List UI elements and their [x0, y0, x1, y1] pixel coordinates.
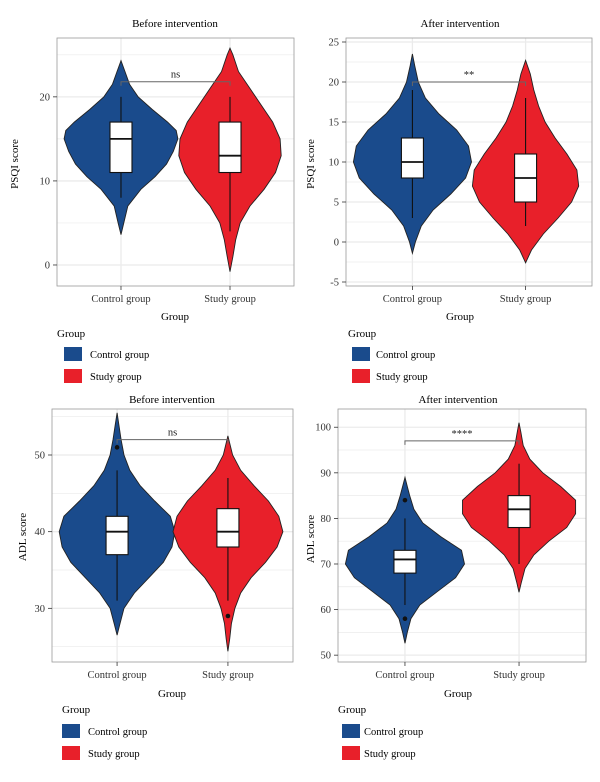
legend-label-study: Study group — [364, 749, 416, 760]
plot-area: **** 50 60 70 80 90 100 Control group Study grou… — [315, 408, 587, 681]
chart-title: After intervention — [420, 18, 500, 30]
chart-panel-adl-after: After intervention ADL score Group Group… — [305, 394, 587, 760]
plot-area: ns 30 40 50 Control group Study group — [35, 408, 294, 681]
panel-border — [337, 408, 587, 663]
legend-label-control: Control group — [364, 727, 423, 738]
legend-label-study: Study group — [90, 372, 142, 383]
y-tick-label: 70 — [321, 559, 332, 570]
x-tick-label: Control group — [375, 670, 434, 681]
panel-border — [51, 408, 294, 663]
chart-panel-adl-before: Before intervention ADL score Group Grou… — [17, 394, 294, 760]
y-axis-label: PSQI score — [305, 139, 317, 189]
y-tick-label: 20 — [40, 92, 51, 103]
y-tick-label: 60 — [321, 605, 332, 616]
y-tick-label: 50 — [321, 651, 332, 662]
legend-title: Group — [348, 328, 377, 340]
chart-title: After intervention — [418, 394, 498, 406]
significance-label: **** — [452, 429, 473, 440]
x-tick-label: Study group — [500, 294, 552, 305]
box-iqr — [105, 515, 129, 556]
legend-swatch-study — [64, 369, 82, 383]
legend-swatch-control — [64, 347, 82, 361]
y-axis-label: ADL score — [305, 515, 317, 563]
y-axis-label: PSQI score — [9, 139, 21, 189]
outlier-point — [402, 616, 408, 621]
legend-title: Group — [338, 704, 367, 716]
significance-bracket — [116, 439, 229, 444]
y-tick-label: 10 — [40, 176, 51, 187]
x-axis-label: Group — [446, 311, 475, 323]
box-iqr — [400, 137, 424, 179]
x-tick-label: Control group — [87, 670, 146, 681]
legend-swatch-control — [62, 724, 80, 738]
chart-panel-psqi-after: After intervention PSQI score Group Grou… — [305, 18, 593, 383]
y-tick-label: 15 — [329, 118, 340, 129]
legend-title: Group — [62, 704, 91, 716]
panel-border — [56, 37, 295, 287]
chart-title: Before intervention — [129, 394, 215, 406]
y-tick-label: 50 — [35, 451, 46, 462]
box-iqr — [109, 121, 133, 174]
box-iqr — [216, 508, 240, 548]
y-tick-label: 25 — [329, 38, 340, 49]
significance-bracket — [404, 440, 520, 445]
legend-label-control: Control group — [90, 350, 149, 361]
x-tick-label: Control group — [383, 294, 442, 305]
x-axis-label: Group — [161, 311, 190, 323]
y-tick-label: 90 — [321, 468, 332, 479]
chart-title: Before intervention — [132, 18, 218, 30]
plot-area: ns 0 10 20 Control group Study group — [40, 37, 295, 305]
significance-label: ** — [464, 70, 475, 81]
x-tick-label: Study group — [202, 670, 254, 681]
x-tick-label: Control group — [91, 294, 150, 305]
significance-bracket — [411, 81, 527, 86]
significance-bracket — [120, 81, 231, 86]
x-axis-label: Group — [444, 688, 473, 700]
box-iqr — [218, 121, 242, 174]
legend-label-control: Control group — [88, 727, 147, 738]
box-iqr — [393, 549, 417, 574]
x-tick-label: Study group — [204, 294, 256, 305]
box-iqr — [507, 495, 531, 529]
y-tick-label: 0 — [334, 238, 339, 249]
y-tick-label: 30 — [35, 604, 46, 615]
chart-panel-psqi-before: Before intervention PSQI score Group Gro… — [9, 18, 295, 383]
legend-swatch-control — [342, 724, 360, 738]
y-tick-label: 10 — [329, 158, 340, 169]
significance-label: ns — [171, 70, 180, 81]
legend-label-study: Study group — [88, 749, 140, 760]
legend-swatch-control — [352, 347, 370, 361]
legend-title: Group — [57, 328, 86, 340]
y-tick-label: 20 — [329, 78, 340, 89]
y-axis-label: ADL score — [17, 513, 29, 561]
outlier-point — [402, 497, 408, 503]
y-tick-label: 80 — [321, 514, 332, 525]
y-tick-label: 40 — [35, 527, 46, 538]
legend-swatch-study — [342, 746, 360, 760]
outlier-point — [225, 613, 231, 619]
x-axis-label: Group — [158, 688, 187, 700]
outlier-point — [114, 445, 120, 450]
legend-label-study: Study group — [376, 372, 428, 383]
y-tick-label: -5 — [330, 278, 339, 289]
x-tick-label: Study group — [493, 670, 545, 681]
legend-label-control: Control group — [376, 350, 435, 361]
legend-swatch-study — [62, 746, 80, 760]
y-tick-label: 100 — [315, 423, 331, 434]
y-tick-label: 0 — [45, 260, 50, 271]
significance-label: ns — [168, 428, 177, 439]
plot-area: ** -5 0 5 10 15 20 25 Control group Study group — [329, 38, 593, 305]
legend-swatch-study — [352, 369, 370, 383]
y-tick-label: 5 — [334, 198, 339, 209]
